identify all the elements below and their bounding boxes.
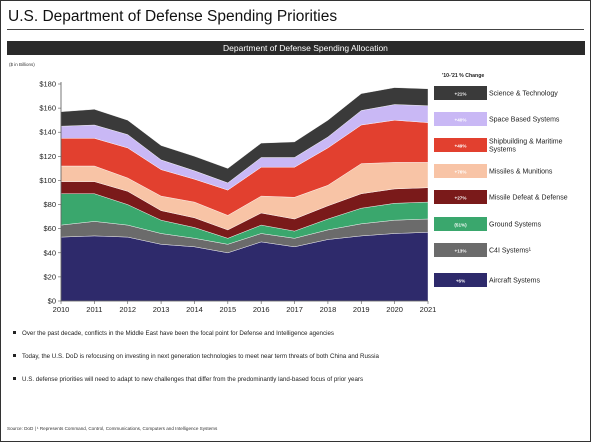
legend-label-shipbuilding-maritime-systems: Shipbuilding & Maritime Systems: [489, 139, 563, 154]
source-footnote: Source: DoD | ¹ Represents Command, Cont…: [7, 426, 218, 431]
bullet-marker: [13, 330, 16, 334]
legend-swatch-aircraft-systems: [434, 273, 487, 287]
x-tick-label: 2012: [119, 305, 136, 314]
legend-change-missile-defeat-defense: +27%: [455, 195, 467, 200]
y-tick-label: $60: [43, 224, 56, 233]
x-tick-label: 2014: [186, 305, 203, 314]
x-tick-label: 2019: [353, 305, 370, 314]
x-tick-label: 2021: [420, 305, 437, 314]
bullet-item-1: Over the past decade, conflicts in the M…: [13, 330, 334, 337]
legend-label-science-technology: Science & Technology: [489, 91, 558, 98]
legend-label-line: Systems: [489, 147, 516, 154]
legend-label-ground-systems: Ground Systems: [489, 222, 542, 229]
y-tick-label: $140: [39, 128, 56, 137]
legend-change-aircraft-systems: +6%: [456, 278, 465, 283]
bullet-text: Over the past decade, conflicts in the M…: [22, 330, 334, 337]
legend-swatch-missiles-munitions: [434, 164, 487, 178]
bullet-item-2: Today, the U.S. DoD is refocusing on inv…: [13, 353, 379, 360]
chart-banner: Department of Defense Spending Allocatio…: [7, 41, 585, 55]
legend-label-c4i-systems: C4I Systems¹: [489, 248, 532, 255]
legend-change-shipbuilding-maritime-systems: +49%: [455, 143, 467, 148]
x-tick-label: 2017: [286, 305, 303, 314]
legend-label-missiles-munitions: Missiles & Munitions: [489, 169, 553, 176]
legend: +21% Science & Technology +40% Space Based …: [434, 86, 568, 287]
legend-swatch-shipbuilding-maritime-systems: [434, 138, 487, 152]
area-series-science-technology: [60, 87, 429, 184]
bullet-text: U.S. defense priorities will need to ada…: [22, 376, 364, 383]
x-tick-label: 2018: [320, 305, 337, 314]
bullet-marker: [13, 353, 16, 357]
title-divider: [7, 29, 584, 30]
bullet-marker: [13, 376, 16, 380]
y-tick-label: $100: [39, 176, 56, 185]
legend-change-missiles-munitions: +76%: [455, 169, 467, 174]
y-tick-label: $40: [43, 248, 56, 257]
x-tick-label: 2016: [253, 305, 270, 314]
axes-group: $0 $20 $40 $60 $80 $100 $120 $140 $160 $180 2010 20…: [39, 80, 436, 315]
legend-change-science-technology: +21%: [455, 91, 467, 96]
legend-swatch-missile-defeat-defense: [434, 190, 487, 204]
legend-change-space-based-systems: +40%: [455, 117, 467, 122]
legend-label-space-based-systems: Space Based Systems: [489, 117, 560, 124]
legend-label-line: Shipbuilding & Maritime: [489, 139, 563, 146]
legend-swatch-c4i-systems: [434, 243, 487, 257]
chart-banner-title: Department of Defense Spending Allocatio…: [223, 43, 388, 53]
x-tick-label: 2015: [219, 305, 236, 314]
legend-label-missile-defeat-defense: Missile Defeat & Defense: [489, 195, 568, 202]
y-tick-label: $120: [39, 152, 56, 161]
x-tick-label: 2010: [53, 305, 70, 314]
x-tick-label: 2020: [386, 305, 403, 314]
bullet-item-3: U.S. defense priorities will need to ada…: [13, 376, 363, 383]
slide-title: U.S. Department of Defense Spending Prio…: [8, 8, 338, 25]
legend-change-ground-systems: (51%): [454, 222, 467, 227]
legend-swatch-space-based-systems: [434, 112, 487, 126]
y-tick-label: $20: [43, 272, 56, 281]
y-tick-label: $80: [43, 200, 56, 209]
x-tick-label: 2011: [86, 305, 102, 314]
x-tick-label: 2013: [153, 305, 170, 314]
legend-swatch-ground-systems: [434, 217, 487, 231]
y-tick-label: $160: [39, 104, 56, 113]
change-header: '10-'21 % Change: [442, 73, 484, 79]
y-tick-label: $180: [39, 80, 56, 89]
legend-label-aircraft-systems: Aircraft Systems: [489, 278, 540, 285]
bullet-text: Today, the U.S. DoD is refocusing on inv…: [22, 353, 379, 360]
legend-change-c4i-systems: +13%: [455, 248, 467, 253]
unit-label: ($ in Billions): [9, 62, 35, 67]
y-tick-label: $0: [48, 297, 56, 306]
legend-swatch-science-technology: [434, 86, 487, 100]
stacked-area-chart: ($ in Billions) $0 $20 $40 $60 $80 $100 $120 $1…: [9, 62, 568, 315]
area-series-group: [60, 87, 429, 302]
